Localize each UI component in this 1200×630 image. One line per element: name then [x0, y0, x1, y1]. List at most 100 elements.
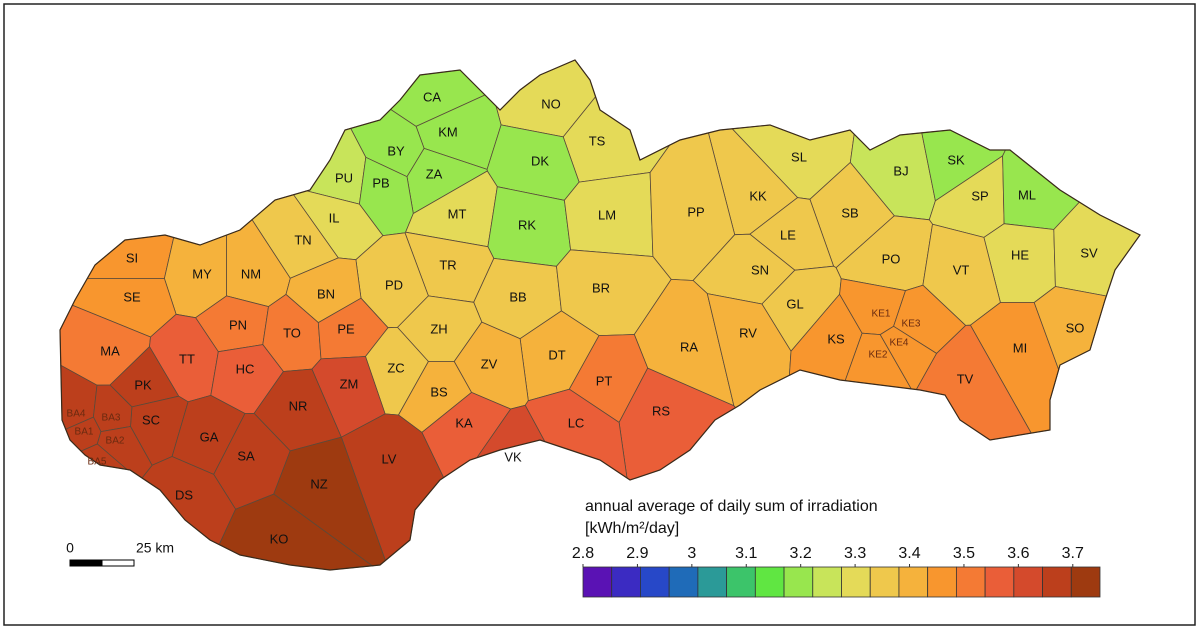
legend-swatch — [955, 566, 986, 598]
legend-tick-label: 3.3 — [844, 545, 866, 562]
legend-swatch — [984, 566, 1015, 598]
district-label: PU — [335, 170, 353, 185]
district-label: KK — [749, 188, 767, 203]
district-label: LC — [568, 415, 585, 430]
district-label: CA — [423, 89, 441, 104]
district-label: TT — [179, 351, 195, 366]
district-label: KO — [270, 531, 289, 546]
district-label: TS — [589, 133, 606, 148]
district-label: KE1 — [872, 309, 891, 320]
district-label: BA5 — [88, 457, 107, 468]
legend-swatch — [582, 566, 613, 598]
district-label: MT — [448, 206, 467, 221]
legend-swatch — [611, 566, 641, 598]
legend-swatch — [927, 566, 957, 598]
district-label: PK — [134, 377, 152, 392]
district-label: IL — [329, 210, 340, 225]
district-label: ML — [1018, 187, 1036, 202]
district-label: PE — [337, 321, 355, 336]
district-label: PT — [596, 373, 613, 388]
district-label: SE — [123, 289, 141, 304]
legend-title: annual average of daily sum of irradiati… — [585, 498, 878, 515]
district-label: SK — [947, 152, 965, 167]
district-label: KE4 — [890, 338, 909, 349]
district-label: PD — [385, 277, 403, 292]
district-label: KE3 — [902, 319, 921, 330]
legend-tick-label: 3.5 — [953, 545, 975, 562]
legend-swatch — [869, 566, 900, 598]
district-label: RK — [518, 217, 536, 232]
district-label: TN — [294, 232, 311, 247]
district-label: TR — [439, 257, 456, 272]
district-label: SB — [841, 205, 858, 220]
legend-swatch — [812, 566, 842, 598]
legend-swatch — [697, 566, 728, 598]
scale-label: 25 km — [136, 540, 174, 556]
district-label: MI — [1013, 340, 1027, 355]
legend-tick-label: 3.1 — [735, 545, 757, 562]
district-label: NR — [289, 398, 308, 413]
legend-tick-label: 2.8 — [572, 545, 594, 562]
district-label: DS — [175, 487, 193, 502]
district-label: DK — [531, 153, 549, 168]
district-label: BA4 — [67, 409, 86, 420]
district-label: GA — [200, 429, 219, 444]
district-label: ZM — [340, 376, 359, 391]
district-label: BA1 — [75, 427, 94, 438]
legend-tick-label: 3.2 — [790, 545, 812, 562]
district-label: PP — [687, 204, 704, 219]
district-label: KM — [438, 124, 458, 139]
district-label: RA — [680, 339, 698, 354]
legend-swatch — [1070, 566, 1101, 598]
district-label: SO — [1066, 320, 1085, 335]
scale-bar: 0 25 km — [66, 540, 174, 567]
district-label: NO — [541, 96, 561, 111]
district-label: SV — [1080, 245, 1098, 260]
districts — [59, 59, 1141, 571]
district-label: PB — [372, 175, 389, 190]
scale-segment — [101, 559, 135, 567]
district-label: KS — [827, 331, 845, 346]
legend-swatch — [841, 566, 871, 598]
district-label: VT — [953, 262, 970, 277]
legend: annual average of daily sum of irradiati… — [572, 498, 1101, 598]
district-label: ZV — [481, 356, 498, 371]
legend-swatch — [1042, 566, 1072, 598]
district-label: BS — [430, 384, 448, 399]
district-label: ZH — [430, 321, 447, 336]
district-label: LE — [780, 227, 796, 242]
district-label: RS — [652, 403, 670, 418]
district-label: BA2 — [106, 436, 125, 447]
district-label: LV — [382, 451, 397, 466]
district-label: MY — [192, 266, 212, 281]
legend-swatch — [754, 566, 785, 598]
district-label: SN — [751, 262, 769, 277]
district-label: BR — [592, 280, 610, 295]
district-label: SC — [142, 412, 160, 427]
district-label: NM — [241, 266, 261, 281]
district-label: TO — [283, 325, 301, 340]
district-label: VK — [504, 449, 522, 464]
legend-tick-label: 3.6 — [1007, 545, 1029, 562]
legend-swatch — [783, 566, 814, 598]
district-labels: CA NO KM TS BY DK ZA PU PB SL BJ SK MT KK RK LM PP SB SP ML… — [67, 89, 1098, 546]
legend-swatch — [1013, 566, 1043, 598]
district-label: ZA — [426, 166, 443, 181]
district-label: SA — [237, 448, 255, 463]
district-label: GL — [786, 296, 803, 311]
legend-unit: [kWh/m²/day] — [585, 520, 679, 537]
legend-swatch — [668, 566, 699, 598]
district-label: BN — [317, 286, 335, 301]
district-label: KA — [455, 415, 473, 430]
district-label: ZC — [387, 360, 404, 375]
scale-segment — [69, 559, 103, 567]
district-label: BB — [509, 289, 526, 304]
district-label: PO — [882, 251, 901, 266]
scale-label: 0 — [66, 540, 74, 556]
district-label: PN — [229, 317, 247, 332]
district-label: SP — [971, 188, 988, 203]
district-label: BJ — [893, 163, 908, 178]
district-label: LM — [598, 207, 616, 222]
district-label: TV — [957, 371, 974, 386]
